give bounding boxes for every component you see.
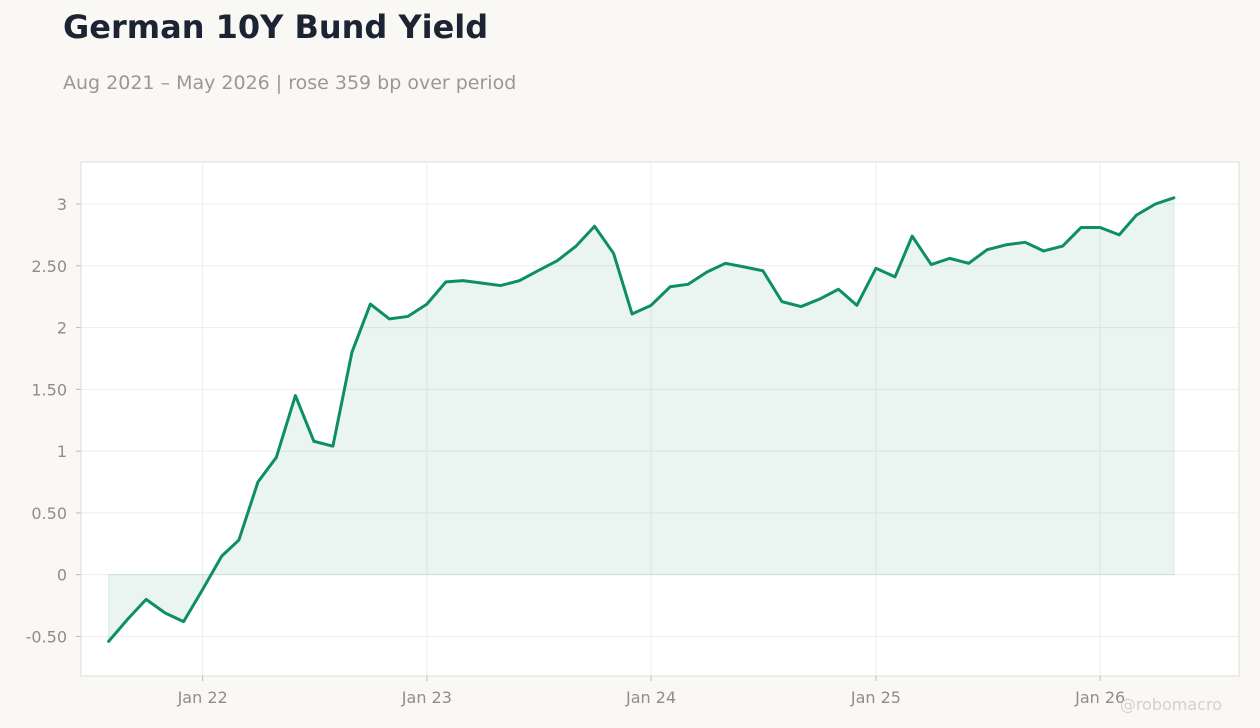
series-line [107,196,1176,643]
y-axis-ticks: -0.50 0 0.50 1 1.50 2 2.50 3 [26,195,81,646]
grid-lines [81,162,1239,676]
x-tick-label: Jan 24 [625,688,676,707]
x-tick-label: Jan 23 [401,688,452,707]
y-tick-label: 2 [57,319,67,338]
watermark: @robomacro [1120,695,1222,714]
y-tick-label: 1 [57,442,67,461]
y-tick-label: 0 [57,566,67,585]
x-tick-label: Jan 22 [177,688,228,707]
chart-title: German 10Y Bund Yield [63,8,489,46]
y-tick-label: -0.50 [26,627,67,646]
x-tick-label: Jan 26 [1074,688,1125,707]
chart-subtitle: Aug 2021 – May 2026 | rose 359 bp over p… [63,72,517,94]
plot-area [80,161,1240,677]
y-tick-label: 3 [57,195,67,214]
y-tick-label: 2.50 [31,257,67,276]
y-tick-label: 1.50 [31,380,67,399]
x-axis-ticks: Jan 22 Jan 23 Jan 24 Jan 25 Jan 26 [177,676,1125,707]
y-tick-label: 0.50 [31,504,67,523]
line-layer [107,196,1176,643]
x-tick-label: Jan 25 [850,688,901,707]
